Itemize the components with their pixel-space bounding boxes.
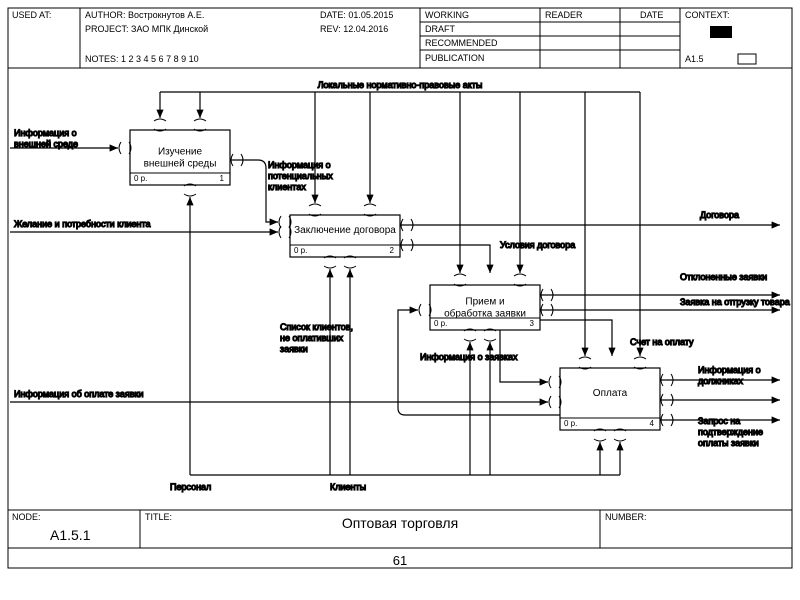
svg-text:внешней среды: внешней среды	[144, 159, 217, 170]
svg-text:Договора: Договора	[700, 210, 739, 220]
svg-text:DATE: 01.05.2015: DATE: 01.05.2015	[320, 10, 393, 20]
svg-text:Информация о: Информация о	[14, 128, 77, 138]
svg-text:NODE:: NODE:	[12, 512, 41, 522]
svg-text:потенциальных: потенциальных	[268, 171, 333, 181]
svg-text:должниках: должниках	[698, 376, 743, 386]
svg-text:подтверждение: подтверждение	[698, 427, 763, 437]
svg-text:Условия договора: Условия договора	[500, 240, 575, 250]
svg-text:PROJECT: ЗАО МПК Динской: PROJECT: ЗАО МПК Динской	[85, 24, 208, 34]
svg-text:WORKING: WORKING	[425, 10, 469, 20]
svg-text:4: 4	[650, 419, 655, 428]
svg-text:Локальные нормативно-правовые: Локальные нормативно-правовые акты	[318, 80, 483, 90]
svg-text:0 р.: 0 р.	[434, 319, 447, 328]
diagram-title: Оптовая торговля	[342, 515, 458, 531]
svg-text:DRAFT: DRAFT	[425, 24, 455, 34]
svg-text:Персонал: Персонал	[170, 482, 211, 492]
svg-text:Желание и потребности клиента: Желание и потребности клиента	[14, 219, 151, 229]
connectors: Локальные нормативно-правовые акты Инфор…	[10, 80, 790, 492]
svg-text:Информация об оплате заявки: Информация об оплате заявки	[14, 389, 143, 399]
svg-text:клиентах: клиентах	[268, 182, 306, 192]
svg-text:REV: 12.04.2016: REV: 12.04.2016	[320, 24, 388, 34]
svg-text:2: 2	[390, 246, 395, 255]
footer: NODE: A1.5.1 TITLE: Оптовая торговля NUM…	[8, 510, 792, 568]
node-code: A1.5.1	[50, 527, 91, 543]
svg-text:внешней среде: внешней среде	[14, 139, 78, 149]
activity-b3: Прием иобработка заявки30 р.	[430, 285, 540, 330]
header: USED AT: AUTHOR: Вострокнутов А.Е. PROJE…	[8, 8, 792, 68]
svg-text:A1.5: A1.5	[685, 54, 704, 64]
svg-text:не оплативших: не оплативших	[280, 333, 344, 343]
svg-text:Запрос на: Запрос на	[698, 416, 740, 426]
svg-text:Отклоненные заявки: Отклоненные заявки	[680, 272, 767, 282]
svg-text:Заявка на отгрузку товара: Заявка на отгрузку товара	[680, 297, 790, 307]
svg-text:0 р.: 0 р.	[134, 174, 147, 183]
svg-text:заявки: заявки	[280, 344, 308, 354]
context-icon	[710, 26, 732, 38]
svg-text:Изучение: Изучение	[158, 147, 203, 158]
svg-text:Прием и: Прием и	[465, 297, 504, 308]
svg-text:TITLE:: TITLE:	[145, 512, 172, 522]
svg-text:Счет на оплату: Счет на оплату	[630, 337, 694, 347]
svg-text:PUBLICATION: PUBLICATION	[425, 53, 484, 63]
svg-text:1: 1	[220, 174, 225, 183]
svg-text:3: 3	[530, 319, 535, 328]
svg-text:NOTES: 1 2 3 4 5 6 7 8 9 10: NOTES: 1 2 3 4 5 6 7 8 9 10	[85, 54, 199, 64]
svg-text:Список клиентов,: Список клиентов,	[280, 322, 353, 332]
svg-text:NUMBER:: NUMBER:	[605, 512, 647, 522]
svg-text:RECOMMENDED: RECOMMENDED	[425, 38, 498, 48]
svg-text:Информация о: Информация о	[268, 160, 331, 170]
page-number: 61	[393, 553, 407, 568]
svg-text:Заключение договора: Заключение договора	[294, 225, 396, 236]
svg-text:Клиенты: Клиенты	[330, 482, 366, 492]
svg-text:READER: READER	[545, 10, 583, 20]
svg-text:оплаты заявки: оплаты заявки	[698, 438, 759, 448]
svg-text:DATE: DATE	[640, 10, 663, 20]
svg-text:Информация о заявках: Информация о заявках	[420, 352, 518, 362]
svg-text:CONTEXT:: CONTEXT:	[685, 10, 730, 20]
activity-b4: Оплата 4 0 р.	[560, 368, 660, 430]
svg-text:AUTHOR: Вострокнутов А.Е.: AUTHOR: Вострокнутов А.Е.	[85, 10, 204, 20]
svg-text:Оплата: Оплата	[593, 388, 628, 399]
activity-b1: Изучениевнешней среды1 0 р.	[130, 130, 230, 185]
used-at-label: USED AT:	[12, 10, 51, 20]
svg-text:0 р.: 0 р.	[564, 419, 577, 428]
activity-b2: Заключение договора 2 0 р.	[290, 215, 400, 257]
svg-text:Информация о: Информация о	[698, 365, 761, 375]
svg-text:0 р.: 0 р.	[294, 246, 307, 255]
